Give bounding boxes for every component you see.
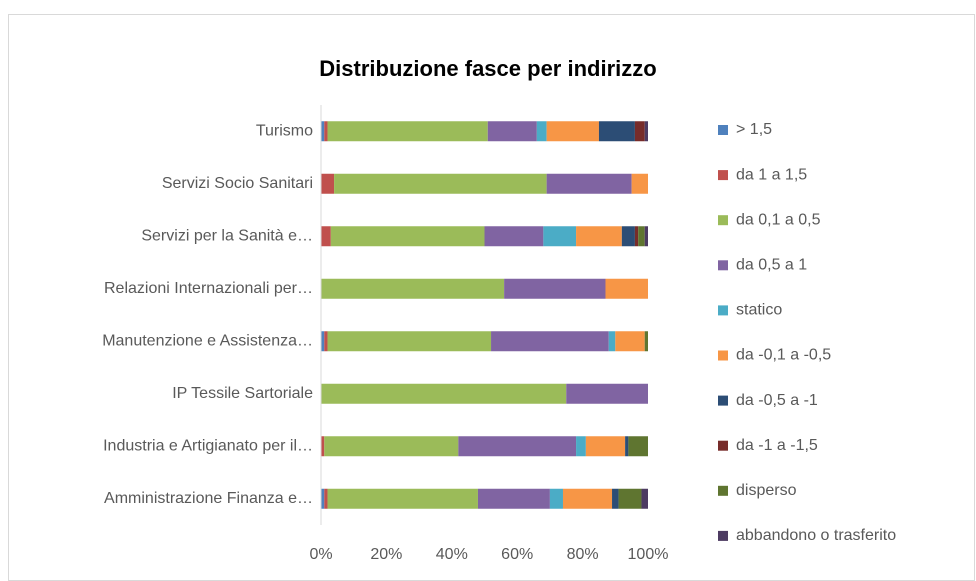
bar-segment <box>621 226 635 247</box>
bar-segment <box>324 436 459 457</box>
bar-segment <box>321 488 325 509</box>
legend-swatch <box>718 485 728 496</box>
bar-segment <box>634 226 639 247</box>
legend-label: da 1 a 1,5 <box>736 166 807 183</box>
bar-segment <box>458 436 577 457</box>
y-tick-label: Amministrazione Finanza e… <box>104 490 313 507</box>
bar-segment <box>487 121 537 142</box>
legend-label: da 0,5 a 1 <box>736 257 807 274</box>
bar-segment <box>608 331 616 352</box>
bar-segment <box>618 488 642 509</box>
bar-segment <box>536 121 547 142</box>
legend-swatch <box>718 215 728 226</box>
bar-segment <box>321 226 331 247</box>
x-tick-label: 100% <box>628 546 669 563</box>
legend-label: statico <box>736 302 782 319</box>
bar-segment <box>634 121 645 142</box>
bar-segment <box>324 121 328 142</box>
bar-segment <box>330 226 485 247</box>
bar-segment <box>327 488 478 509</box>
bar-segment <box>321 173 335 194</box>
bar-segment <box>321 331 325 352</box>
legend-label: disperso <box>736 482 797 499</box>
bar-segment <box>543 226 577 247</box>
legend-label: da -1 a -1,5 <box>736 437 818 454</box>
bar-segment <box>605 278 648 299</box>
y-tick-label: Turismo <box>256 122 313 139</box>
legend-label: da 0,1 a 0,5 <box>736 211 821 228</box>
bar-segment <box>504 278 606 299</box>
bar-segment <box>324 331 328 352</box>
legend-label: da -0,1 a -0,5 <box>736 347 831 364</box>
bar-segment <box>549 488 563 509</box>
bar-segment <box>644 121 648 142</box>
y-tick-label: Manutenzione e Assistenza… <box>102 332 313 349</box>
bar-segment <box>321 278 505 299</box>
bar-segment <box>327 331 492 352</box>
legend-swatch <box>718 125 728 135</box>
bar-segment <box>321 436 325 457</box>
bar-segment <box>327 121 488 142</box>
bar-segment <box>612 488 619 509</box>
legend-swatch <box>718 440 728 451</box>
bar-segment <box>641 488 648 509</box>
bar-segment <box>546 173 632 194</box>
legend-label: > 1,5 <box>736 121 772 138</box>
legend-swatch <box>718 170 728 181</box>
bar-segment <box>321 383 567 404</box>
y-tick-label: IP Tessile Sartoriale <box>172 385 313 402</box>
bar-segment <box>625 436 629 457</box>
bar-segment <box>585 436 626 457</box>
bar-segment <box>598 121 635 142</box>
bar-segment <box>321 121 325 142</box>
legend-label: abbandono o trasferito <box>736 527 896 544</box>
bar-segment <box>491 331 609 352</box>
legend-label: da -0,5 a -1 <box>736 392 818 409</box>
bar-segment <box>638 226 645 247</box>
bar-segment <box>324 488 328 509</box>
x-tick-label: 0% <box>309 546 332 563</box>
x-tick-label: 40% <box>436 546 468 563</box>
bar-segment <box>628 436 648 457</box>
legend-swatch <box>718 260 728 271</box>
chart-title: Distribuzione fasce per indirizzo <box>319 56 656 81</box>
bar-segment <box>562 488 613 509</box>
bar-segment <box>546 121 599 142</box>
y-tick-label: Servizi per la Sanità e… <box>141 227 313 244</box>
bar-segment <box>576 436 586 457</box>
y-tick-label: Industria e Artigianato per il… <box>103 437 313 454</box>
bar-segment <box>631 173 648 194</box>
y-tick-label: Relazioni Internazionali per… <box>104 280 313 297</box>
x-tick-label: 20% <box>370 546 402 563</box>
bar-segment <box>566 383 648 404</box>
legend-swatch <box>718 305 728 316</box>
bar-segment <box>576 226 622 247</box>
bar-segment <box>644 226 648 247</box>
bar-segment <box>334 173 547 194</box>
x-tick-label: 60% <box>501 546 533 563</box>
bar-segment <box>477 488 550 509</box>
legend-swatch <box>718 350 728 361</box>
bar-segment <box>615 331 645 352</box>
x-tick-label: 80% <box>567 546 599 563</box>
y-tick-label: Servizi Socio Sanitari <box>162 175 313 192</box>
bar-segment <box>484 226 544 247</box>
legend-swatch <box>718 395 728 406</box>
bar-segment <box>644 331 648 352</box>
legend-swatch <box>718 530 728 541</box>
